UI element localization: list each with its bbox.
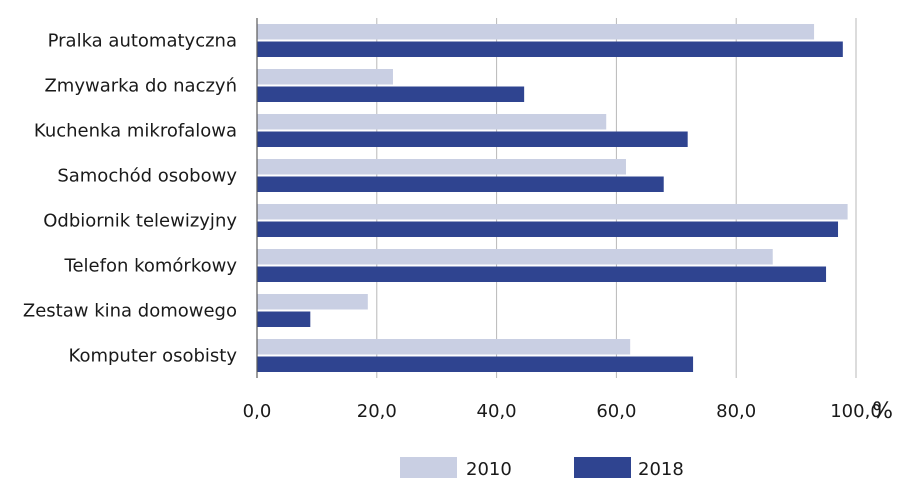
bar-2018 <box>257 311 311 327</box>
x-tick-label: 60,0 <box>596 401 636 422</box>
bar-2010 <box>257 24 815 40</box>
bars <box>257 24 848 372</box>
category-label: Samochód osobowy <box>57 166 237 187</box>
grid-lines <box>376 18 857 378</box>
x-tick-labels: 0,0 20,0 40,0 60,0 80,0 100,0 <box>243 401 882 422</box>
category-label: Telefon komórkowy <box>64 256 238 277</box>
x-tick-label: 80,0 <box>716 401 756 422</box>
x-unit-label: % <box>872 399 893 424</box>
category-label: Zmywarka do naczyń <box>44 76 237 97</box>
category-labels: Pralka automatyczna Zmywarka do naczyń Kuc… <box>23 31 237 367</box>
legend-label-2010: 2010 <box>466 459 512 478</box>
bar-2010 <box>257 204 848 220</box>
bar-2010 <box>257 339 631 355</box>
bar-2010 <box>257 294 368 310</box>
x-tick-label: 40,0 <box>477 401 517 422</box>
bar-2018 <box>257 131 688 147</box>
category-label: Komputer osobisty <box>69 346 238 367</box>
bar-2018 <box>257 41 843 57</box>
bar-2018 <box>257 356 694 372</box>
bar-2018 <box>257 86 525 102</box>
x-tick-label: 20,0 <box>357 401 397 422</box>
category-label: Pralka automatyczna <box>48 31 237 52</box>
x-tick-label: 100,0 <box>830 401 882 422</box>
category-label: Zestaw kina domowego <box>23 301 237 322</box>
category-label: Kuchenka mikrofalowa <box>34 121 237 142</box>
legend: 2010 2018 <box>400 457 684 478</box>
x-tick-label: 0,0 <box>243 401 272 422</box>
bar-2018 <box>257 221 839 237</box>
bar-2018 <box>257 266 827 282</box>
legend-swatch-2010 <box>400 457 457 478</box>
bar-2010 <box>257 249 773 265</box>
bar-2010 <box>257 114 607 130</box>
legend-label-2018: 2018 <box>638 459 684 478</box>
legend-swatch-2018 <box>574 457 631 478</box>
bar-2010 <box>257 159 626 175</box>
category-label: Odbiornik telewizyjny <box>43 211 237 232</box>
bar-2018 <box>257 176 664 192</box>
bar-2010 <box>257 69 393 85</box>
